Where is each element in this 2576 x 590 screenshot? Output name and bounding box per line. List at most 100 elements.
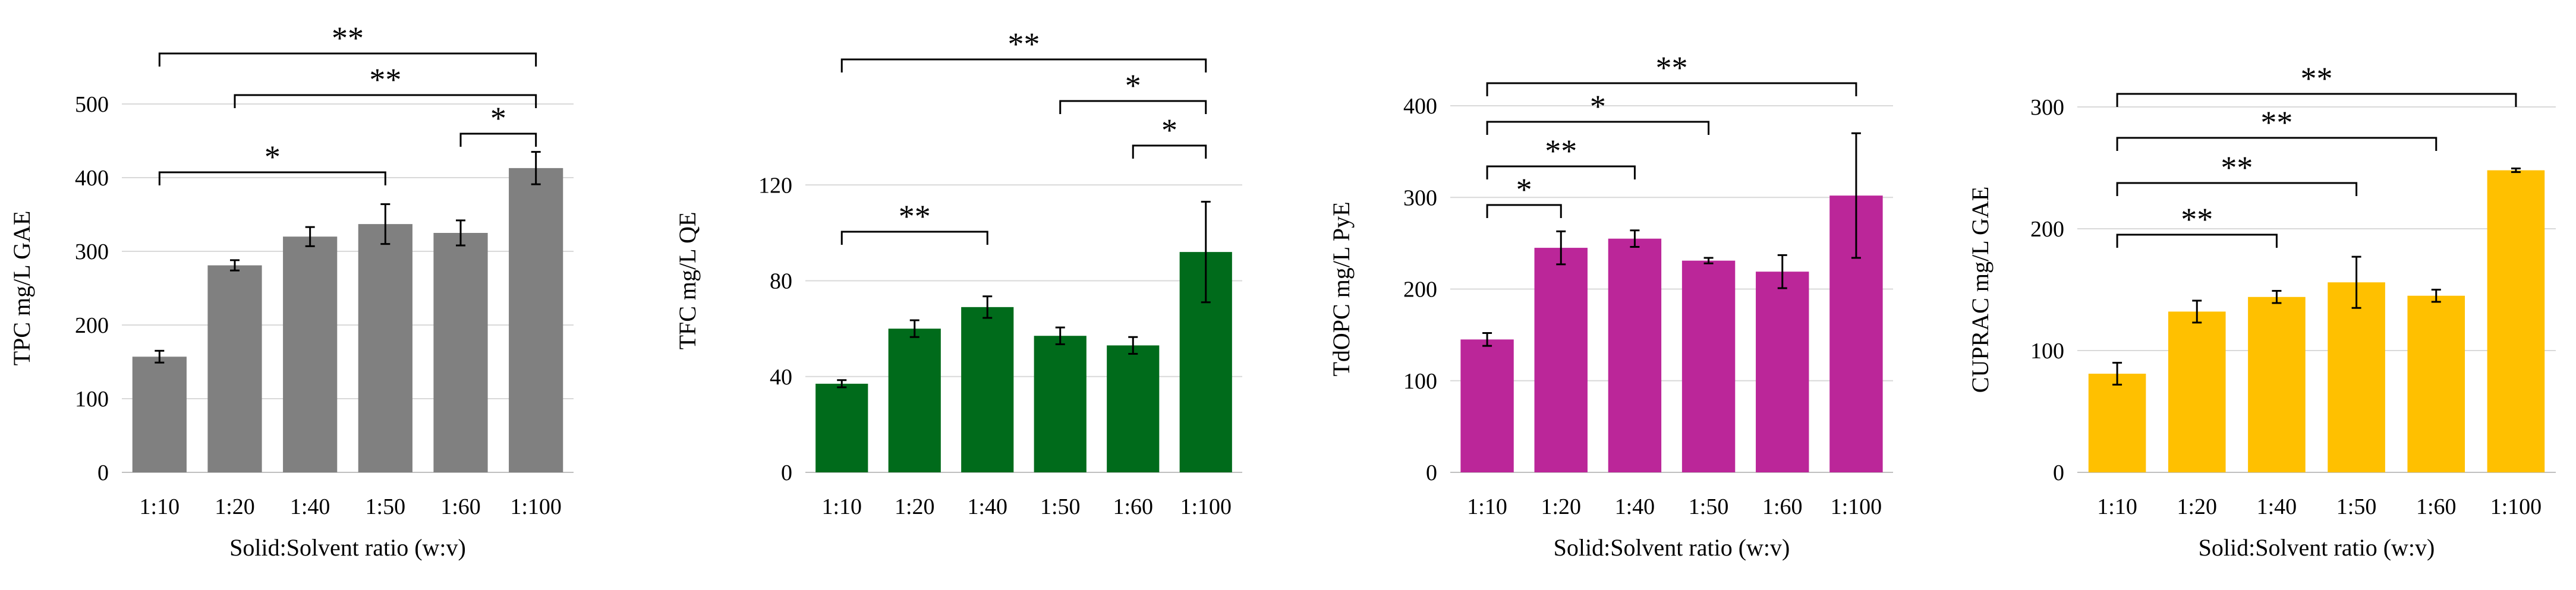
bar: [2487, 170, 2545, 472]
y-tick-label: 0: [97, 460, 109, 485]
significance-bracket: [234, 94, 537, 108]
significance-label: **: [2181, 201, 2213, 237]
y-tick-label: 300: [1403, 185, 1437, 210]
bar: [2248, 296, 2306, 472]
x-tick-label: 1:20: [895, 494, 935, 519]
x-tick-label: 1:10: [821, 494, 862, 519]
significance-bracket: [158, 52, 537, 67]
x-tick-label: 1:50: [2336, 494, 2377, 519]
significance-label: **: [2260, 105, 2292, 140]
y-tick-label: 300: [75, 239, 109, 264]
bar: [815, 383, 868, 472]
significance-bracket: [1132, 144, 1207, 159]
y-tick-label: 0: [2053, 460, 2064, 485]
y-tick-label: 300: [2030, 95, 2064, 120]
bar: [433, 233, 488, 472]
bar: [358, 224, 412, 472]
significance-label: **: [1008, 26, 1040, 62]
x-tick-label: 1:50: [1040, 494, 1081, 519]
bar: [2088, 373, 2146, 472]
significance-label: **: [2301, 61, 2333, 96]
x-tick-label: 1:100: [510, 494, 562, 519]
x-tick-label: 1:100: [2490, 494, 2542, 519]
y-axis-title: CUPRAC mg/L GAE: [1967, 187, 1994, 393]
x-tick-label: 1:40: [1615, 494, 1655, 519]
y-axis-title: TdOPC mg/L PyE: [1328, 201, 1355, 376]
x-tick-label: 1:10: [140, 494, 180, 519]
x-axis-title: Solid:Solvent ratio (w:v): [1554, 534, 1790, 561]
x-axis-title: Solid:Solvent ratio (w:v): [2199, 534, 2435, 561]
bar: [1534, 248, 1588, 472]
significance-bracket: [1486, 82, 1857, 96]
y-tick-label: 200: [2030, 217, 2064, 242]
x-tick-label: 1:50: [366, 494, 406, 519]
significance-bracket: [1486, 165, 1636, 179]
y-axis-title: TFC mg/L QE: [674, 212, 701, 350]
bar: [283, 236, 338, 472]
y-tick-label: 100: [75, 387, 109, 412]
x-axis-title: Solid:Solvent ratio (w:v): [229, 534, 466, 561]
significance-bracket: [1059, 100, 1207, 114]
y-tick-label: 0: [1426, 460, 1437, 485]
significance-label: **: [1656, 50, 1688, 86]
x-tick-label: 1:60: [1113, 494, 1153, 519]
x-tick-label: 1:60: [440, 494, 481, 519]
x-tick-label: 1:20: [2177, 494, 2217, 519]
chart-1: 0 100 200 300 400 500 1:10 1:20 1:40 1:50 1:60 1:10…: [8, 20, 574, 561]
significance-bracket: [2116, 234, 2278, 248]
x-tick-label: 1:40: [290, 494, 330, 519]
bar: [509, 168, 563, 472]
significance-label: *: [490, 100, 506, 136]
significance-label: *: [1125, 68, 1141, 103]
significance-bracket: [2116, 93, 2517, 107]
x-tick-label: 1:20: [1541, 494, 1581, 519]
y-tick-label: 500: [75, 92, 109, 117]
y-tick-label: 400: [1403, 94, 1437, 119]
y-tick-label: 100: [2030, 339, 2064, 364]
bar: [132, 356, 187, 472]
significance-label: **: [2221, 150, 2253, 185]
x-tick-label: 1:10: [1467, 494, 1507, 519]
significance-bracket: [840, 58, 1207, 72]
significance-label: *: [1161, 112, 1177, 148]
y-tick-label: 80: [770, 269, 792, 294]
bar: [1608, 238, 1662, 472]
bar: [1107, 345, 1160, 472]
y-tick-label: 40: [770, 365, 792, 390]
significance-bracket: [459, 132, 537, 147]
y-tick-label: 120: [758, 173, 792, 198]
x-tick-label: 1:60: [1762, 494, 1803, 519]
significance-label: **: [332, 20, 364, 56]
y-tick-label: 0: [781, 460, 792, 485]
y-tick-label: 200: [75, 313, 109, 338]
significance-bracket: [840, 231, 988, 245]
bar: [1756, 272, 1809, 472]
significance-bracket: [2116, 137, 2438, 151]
significance-label: **: [899, 198, 931, 234]
bar: [2168, 311, 2226, 472]
y-tick-label: 200: [1403, 277, 1437, 302]
y-axis-title: TPC mg/L GAE: [8, 211, 35, 366]
significance-label: *: [1516, 172, 1532, 207]
significance-bracket: [2116, 182, 2358, 196]
x-tick-label: 1:40: [967, 494, 1007, 519]
significance-label: *: [264, 139, 281, 175]
bar: [1460, 339, 1514, 472]
x-tick-label: 1:10: [2097, 494, 2137, 519]
significance-label: **: [369, 62, 401, 97]
y-tick-label: 400: [75, 166, 109, 191]
bar: [1034, 336, 1087, 472]
bar: [2407, 295, 2465, 472]
x-tick-label: 1:100: [1180, 494, 1232, 519]
significance-label: **: [1545, 133, 1577, 169]
bar: [1681, 260, 1736, 472]
bar: [888, 329, 941, 472]
x-tick-label: 1:40: [2257, 494, 2297, 519]
bar: [2328, 282, 2385, 472]
x-tick-label: 1:20: [215, 494, 255, 519]
significance-label: *: [1590, 89, 1606, 124]
